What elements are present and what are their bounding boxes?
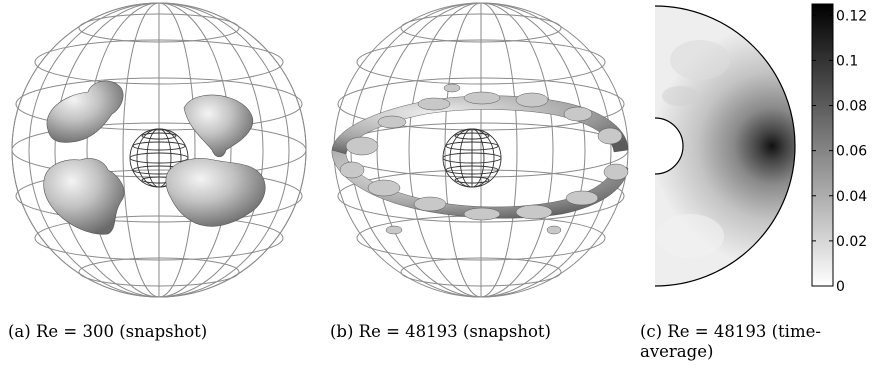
caption-a: (a) Re = 300 (snapshot)	[8, 322, 208, 341]
meridional-contour-plot: 0 0.02 0.04 0.06 0.08 0.1 0.12	[654, 3, 867, 295]
panel-b-re48193-snapshot	[322, 0, 640, 300]
colorbar-tick-label: 0.12	[836, 8, 867, 24]
colorbar-tick-label: 0.1	[836, 53, 858, 69]
colorbar-tick-label: 0.04	[836, 189, 867, 205]
caption-c: (c) Re = 48193 (time-average)	[640, 322, 821, 361]
colorbar: 0 0.02 0.04 0.06 0.08 0.1 0.12	[811, 3, 867, 295]
caption-b: (b) Re = 48193 (snapshot)	[330, 322, 551, 341]
inner-boundary	[654, 117, 684, 175]
inner-sphere-grid	[442, 128, 502, 188]
colorbar-tick-label: 0.06	[836, 144, 867, 160]
colorbar-tick-label: 0.08	[836, 99, 867, 115]
colorbar-tick-label: 0.02	[836, 234, 867, 250]
colorbar-tick-label: 0	[836, 279, 845, 295]
turbulent-fragments	[339, 83, 629, 235]
panel-a-re300-snapshot	[0, 0, 318, 300]
outer-boundary	[654, 5, 796, 287]
sphere-wireframe-a	[11, 2, 307, 298]
vortex-isosurfaces	[43, 80, 266, 235]
sphere-wireframe-b	[331, 2, 629, 298]
panel-c-time-average: 0 0.02 0.04 0.06 0.08 0.1 0.12	[640, 0, 875, 300]
